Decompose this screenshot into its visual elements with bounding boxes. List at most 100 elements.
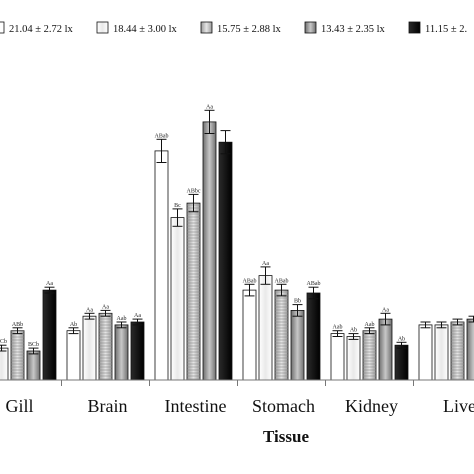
bar-hatch-gill <box>11 330 24 380</box>
bar-brain-s4 <box>114 324 129 381</box>
error-bar <box>364 327 375 335</box>
significance-label: Aa <box>46 281 53 287</box>
significance-label: Aa <box>134 313 141 319</box>
significance-label: Ab <box>70 322 77 328</box>
error-bar <box>156 138 167 163</box>
error-bar <box>68 327 79 335</box>
significance-label: ABbc <box>187 188 201 194</box>
bar-gill-s4 <box>26 350 41 381</box>
error-bar <box>244 283 255 297</box>
error-bar <box>452 318 463 326</box>
x-tick-label-stomach: Stomach <box>252 396 315 416</box>
significance-label: Ab <box>398 336 405 342</box>
error-bar <box>100 309 111 317</box>
legend-label: 13.43 ± 2.35 lx <box>321 24 386 35</box>
x-tick-label-intestine: Intestine <box>165 396 227 416</box>
bar-brain-s2 <box>82 315 97 381</box>
error-bar <box>116 321 127 329</box>
bar-hatch-brain <box>99 313 112 380</box>
bar-liver-s4 <box>466 318 474 381</box>
error-bar <box>44 286 55 294</box>
error-bar <box>204 109 215 134</box>
error-bar <box>132 318 143 326</box>
legend-swatch <box>96 21 109 34</box>
legend-label: 11.15 ± 2. <box>425 24 467 35</box>
bar-brain-s1 <box>66 330 81 381</box>
significance-label: Aab <box>117 316 127 322</box>
error-bar <box>308 286 319 300</box>
bar-stomach-s1 <box>242 289 257 381</box>
x-axis: Gill Brain Intestine Stomach Kidney Live <box>0 379 474 416</box>
significance-label: Aab <box>333 325 343 331</box>
significance-label: Bb <box>294 299 301 305</box>
significance-label: ABb <box>12 322 23 328</box>
bar-gill-s2 <box>0 347 9 381</box>
error-bar <box>436 321 447 329</box>
bar-liver-s2 <box>434 324 449 381</box>
bar-stomach-s4 <box>290 309 305 381</box>
legend-label: 21.04 ± 2.72 lx <box>9 24 74 35</box>
bar-kidney-s4 <box>378 318 393 381</box>
legend-item-4: 13.43 ± 2.35 lx <box>304 21 386 35</box>
significance-label: Aa <box>262 261 269 267</box>
bar-hatch-liver <box>451 322 464 380</box>
significance-label: BCb <box>0 339 7 345</box>
bar-kidney-s1 <box>330 333 345 381</box>
error-bar <box>332 330 343 337</box>
significance-label: ABab <box>243 278 257 284</box>
significance-label: ABab <box>275 278 289 284</box>
significance-label: Bc <box>174 203 181 209</box>
bar-intestine-s2 <box>170 217 185 381</box>
legend-swatch <box>304 21 317 34</box>
x-tick-label-brain: Brain <box>88 396 128 416</box>
bar-hatch-intestine <box>187 203 200 380</box>
error-bar <box>0 344 7 352</box>
bars-layer: Ab ABab ABab Aab BCb Aa Bc Aa Ab ABb Aa ABbc ABab Aab… <box>0 104 474 381</box>
bar-kidney-s5 <box>394 344 409 381</box>
error-bar <box>84 312 95 320</box>
bar-brain-s5 <box>130 321 145 381</box>
error-bar <box>396 341 407 349</box>
error-bar <box>220 130 231 155</box>
significance-label: ABab <box>307 281 321 287</box>
legend-swatch <box>200 21 213 34</box>
error-bar <box>380 312 391 326</box>
legend-label: 15.75 ± 2.88 lx <box>217 24 282 35</box>
error-bar <box>12 327 23 335</box>
bar-kidney-s2 <box>346 336 361 381</box>
error-bar <box>28 347 39 355</box>
significance-label: Aa <box>86 307 93 313</box>
bar-intestine-s1 <box>154 150 169 381</box>
bar-hatch-stomach <box>275 290 288 380</box>
legend-item-3: 15.75 ± 2.88 lx <box>200 21 282 35</box>
error-bar <box>348 333 359 340</box>
bar-gill-s5 <box>42 289 57 381</box>
bar-liver-s1 <box>418 324 433 381</box>
x-axis-title: Tissue <box>263 427 309 446</box>
bar-stomach-s2 <box>258 275 273 381</box>
bar-intestine-s5 <box>218 141 233 381</box>
bar-intestine-s4 <box>202 121 217 381</box>
legend-item-1: 21.04 ± 2.72 lx <box>0 21 74 35</box>
error-bar <box>420 321 431 329</box>
legend: 21.04 ± 2.72 lx 18.44 ± 3.00 lx 15.75 ± 2.… <box>0 21 467 35</box>
error-bar <box>172 208 183 227</box>
legend-item-2: 18.44 ± 3.00 lx <box>96 21 178 35</box>
significance-label: Aa <box>102 304 109 310</box>
legend-swatch <box>408 21 421 34</box>
significance-label: Aab <box>365 322 375 328</box>
error-bar <box>188 193 199 213</box>
significance-label: Ab <box>350 328 357 334</box>
legend-item-5: 11.15 ± 2. <box>408 21 467 35</box>
significance-label: ABab <box>155 133 169 139</box>
legend-swatch <box>0 21 5 34</box>
x-tick-label-liver: Live <box>443 396 474 416</box>
significance-label: Aa <box>382 307 389 313</box>
legend-label: 18.44 ± 3.00 lx <box>113 24 178 35</box>
error-bar <box>292 304 303 317</box>
error-bar <box>260 266 271 285</box>
bar-hatch-kidney <box>363 330 376 380</box>
x-tick-label-kidney: Kidney <box>345 396 398 416</box>
bar-stomach-s5 <box>306 292 321 381</box>
